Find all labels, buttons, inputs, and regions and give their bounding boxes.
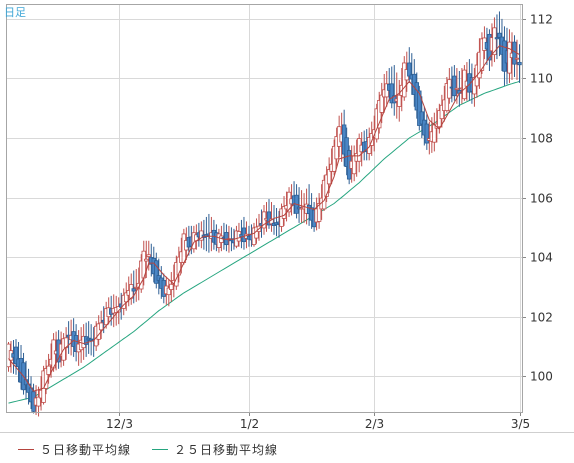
y-tick-label: 100 <box>530 370 553 384</box>
x-tick-label: 3/5 <box>511 417 530 431</box>
ma5-line <box>8 45 520 392</box>
candle-down <box>417 90 422 126</box>
ma5-series <box>8 45 520 392</box>
candle-up <box>96 323 101 340</box>
candle-up <box>454 87 460 90</box>
y-tick-label: 106 <box>530 192 553 206</box>
candle-up <box>377 100 382 129</box>
candle-up <box>326 169 332 185</box>
y-tick-label: 112 <box>530 13 553 27</box>
candle-down <box>266 211 272 226</box>
candle-down <box>154 260 159 284</box>
candle-up <box>369 133 374 146</box>
candle-up <box>479 38 485 71</box>
axes: 100 102 104 106 108 110 112 12/3 1/2 2/3 3/5 <box>6 4 553 431</box>
x-tick-label: 12/3 <box>106 417 133 431</box>
candle-up <box>379 94 384 113</box>
candle-up <box>492 27 497 56</box>
y-tick-label: 102 <box>530 311 553 325</box>
candle-up <box>124 292 129 303</box>
candle-up <box>324 174 329 197</box>
candle-down <box>424 123 430 144</box>
candle-down <box>452 75 457 97</box>
candle-up <box>334 136 339 160</box>
candle-down <box>497 32 502 38</box>
legend-swatch-ma5 <box>18 449 34 450</box>
candle-down <box>131 288 136 292</box>
candle-down <box>407 62 412 77</box>
candle-up <box>144 258 149 262</box>
candlestick-chart: 100 102 104 106 108 110 112 12/3 1/2 2/3 3/5 日足 <box>4 4 553 431</box>
y-tick-label: 108 <box>530 132 553 146</box>
candle-down <box>389 83 394 104</box>
candle-down <box>13 346 19 365</box>
legend: ５日移動平均線 ２５日移動平均線 <box>0 432 574 463</box>
candle-up <box>514 57 520 60</box>
x-tick-label: 2/3 <box>365 417 384 431</box>
candle-up <box>166 287 172 296</box>
candle-up <box>176 256 182 276</box>
y-tick-label: 110 <box>530 72 553 86</box>
candle-up <box>98 322 104 331</box>
candle-up <box>146 254 151 257</box>
candle-down <box>419 111 425 125</box>
period-label: 日足 <box>4 6 26 19</box>
legend-swatch-ma25 <box>152 449 168 450</box>
x-tick-label: 1/2 <box>240 417 259 431</box>
legend-label-ma25: ２５日移動平均線 <box>174 443 279 457</box>
candle-down <box>83 336 89 345</box>
legend-item-ma5: ５日移動平均線 <box>18 441 131 458</box>
candle-up <box>316 203 322 222</box>
legend-item-ma25: ２５日移動平均線 <box>152 441 278 458</box>
candle-up <box>36 396 41 407</box>
candle-up <box>447 79 452 99</box>
plot-area-border <box>6 4 523 413</box>
candle-down <box>494 37 500 40</box>
candle-down <box>73 335 79 352</box>
candle-up <box>281 206 287 219</box>
candle-up <box>439 104 445 120</box>
candle-up <box>169 283 174 290</box>
candle-up <box>397 94 402 107</box>
candle-down <box>512 41 517 65</box>
candle-up <box>46 365 51 375</box>
legend-label-ma5: ５日移動平均線 <box>40 443 132 457</box>
y-tick-label: 104 <box>530 251 553 265</box>
candle-down <box>517 61 522 66</box>
grid-lines <box>6 4 522 412</box>
